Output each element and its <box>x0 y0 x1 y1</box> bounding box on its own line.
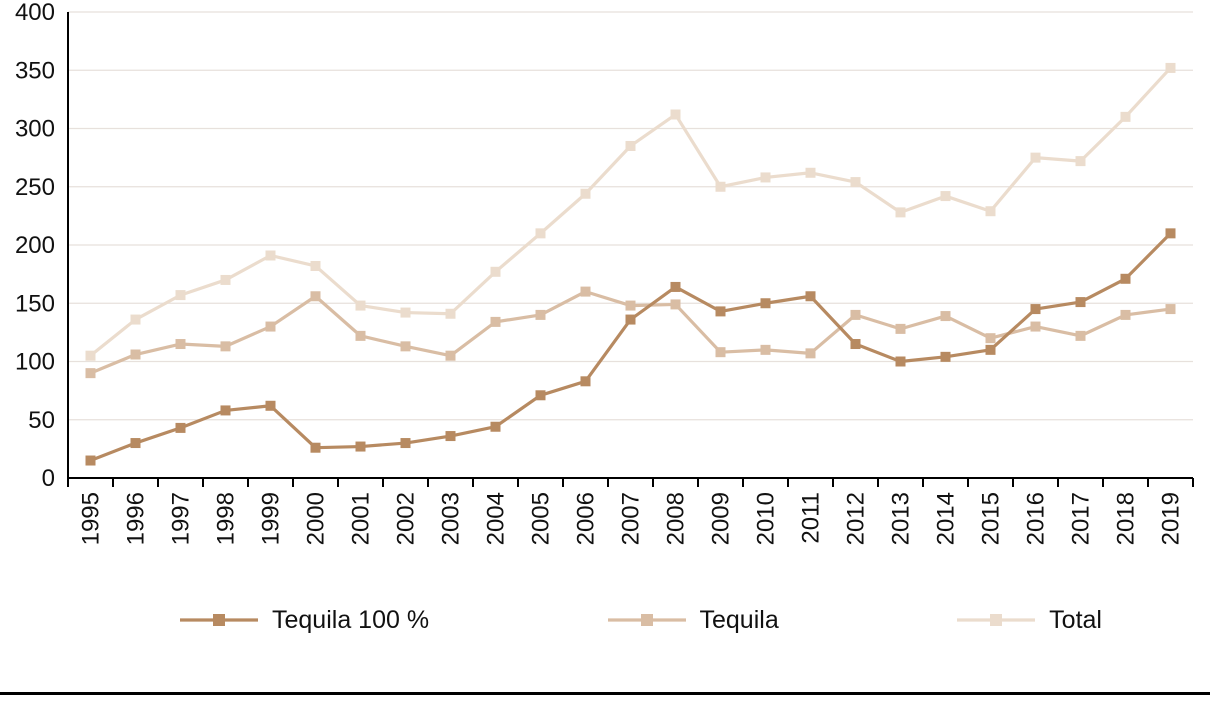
svg-text:2000: 2000 <box>303 492 330 545</box>
svg-text:2017: 2017 <box>1068 492 1095 545</box>
svg-text:2001: 2001 <box>348 492 375 545</box>
svg-text:2013: 2013 <box>888 492 915 545</box>
svg-text:2016: 2016 <box>1023 492 1050 545</box>
svg-text:150: 150 <box>15 290 55 317</box>
svg-text:350: 350 <box>15 57 55 84</box>
svg-text:2011: 2011 <box>798 492 825 544</box>
bottom-rule <box>0 692 1210 695</box>
legend-item-tequila-100: Tequila 100 % <box>180 606 429 635</box>
svg-text:2006: 2006 <box>573 492 600 545</box>
svg-text:1999: 1999 <box>258 492 285 545</box>
svg-text:0: 0 <box>42 465 55 492</box>
svg-text:50: 50 <box>28 407 55 434</box>
svg-text:2010: 2010 <box>753 492 780 545</box>
chart-legend: Tequila 100 % Tequila Total <box>180 600 1102 640</box>
svg-text:2008: 2008 <box>663 492 690 545</box>
svg-text:1998: 1998 <box>213 492 240 545</box>
svg-text:2005: 2005 <box>528 492 555 545</box>
svg-text:300: 300 <box>15 116 55 143</box>
legend-marker-tequila-icon <box>607 611 686 629</box>
legend-item-total: Total <box>957 606 1102 635</box>
svg-text:2015: 2015 <box>978 492 1005 545</box>
svg-text:1996: 1996 <box>123 492 150 545</box>
svg-text:2004: 2004 <box>483 492 510 545</box>
svg-text:200: 200 <box>15 232 55 259</box>
svg-text:2019: 2019 <box>1158 492 1185 545</box>
svg-text:2014: 2014 <box>933 492 960 545</box>
svg-text:2007: 2007 <box>618 492 645 545</box>
legend-marker-total-icon <box>957 611 1036 629</box>
svg-text:2009: 2009 <box>708 492 735 545</box>
legend-label-total: Total <box>1049 605 1102 634</box>
legend-item-tequila: Tequila <box>607 605 779 635</box>
svg-text:250: 250 <box>15 174 55 201</box>
svg-text:2002: 2002 <box>393 492 420 545</box>
legend-label-tequila-100: Tequila 100 % <box>272 605 430 634</box>
svg-text:1995: 1995 <box>78 492 105 545</box>
svg-text:100: 100 <box>15 349 55 376</box>
line-chart: 0 50 100 150 200 250 300 350 400 1995 1996 1997 1998… <box>15 0 1194 545</box>
svg-text:1997: 1997 <box>168 492 195 545</box>
svg-text:2003: 2003 <box>438 492 465 545</box>
svg-text:2018: 2018 <box>1113 492 1140 545</box>
svg-text:400: 400 <box>15 0 55 26</box>
svg-text:2012: 2012 <box>843 492 870 545</box>
legend-marker-tequila-100-icon <box>180 611 258 629</box>
legend-label-tequila: Tequila <box>699 605 779 634</box>
